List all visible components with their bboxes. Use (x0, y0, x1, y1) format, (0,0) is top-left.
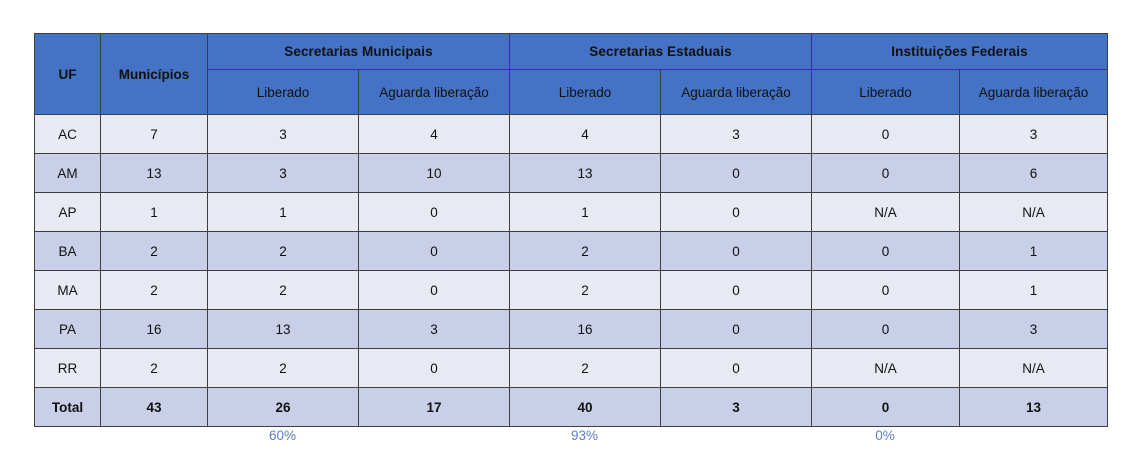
cell-municipais-aguarda: 10 (358, 153, 510, 193)
liberacao-table: UF Municípios Secretarias Municipais Sec… (34, 33, 1108, 427)
cell-municipais-liberado: 13 (207, 309, 359, 349)
total-federais-aguarda: 13 (959, 387, 1108, 427)
cell-municipais-liberado: 1 (207, 192, 359, 232)
cell-municipais-aguarda: 0 (358, 192, 510, 232)
cell-municipais-liberado: 2 (207, 270, 359, 310)
cell-municipais-liberado: 2 (207, 348, 359, 388)
cell-estaduais-aguarda: 3 (660, 114, 812, 154)
cell-uf: AP (34, 192, 101, 232)
percent-instituicoes-federais: 0% (875, 428, 895, 443)
subheader-municipais-liberado[interactable]: Liberado (207, 69, 359, 115)
table-head: UF Municípios Secretarias Municipais Sec… (34, 33, 1108, 115)
cell-federais-aguarda: N/A (959, 192, 1108, 232)
header-row-subheaders: Liberado Aguarda liberação Liberado Agua… (35, 69, 1108, 115)
cell-municipais-aguarda: 4 (358, 114, 510, 154)
table-row: RR 2 2 0 2 0 N/A N/A (34, 348, 1108, 388)
cell-municipais-aguarda: 0 (358, 348, 510, 388)
cell-estaduais-liberado: 2 (509, 231, 661, 271)
cell-estaduais-liberado: 4 (509, 114, 661, 154)
cell-municipais-aguarda: 0 (358, 231, 510, 271)
cell-federais-aguarda: 1 (959, 270, 1108, 310)
column-header-uf[interactable]: UF (34, 33, 101, 115)
percent-secretarias-estaduais: 93% (570, 428, 599, 443)
cell-municipios: 2 (100, 231, 208, 271)
cell-uf: AC (34, 114, 101, 154)
cell-federais-liberado: 0 (811, 270, 960, 310)
percent-spacer-left (34, 425, 207, 447)
table-row: AM 13 3 10 13 0 0 6 (34, 153, 1108, 193)
subheader-federais-aguarda[interactable]: Aguarda liberação (959, 69, 1108, 115)
cell-federais-liberado: 0 (811, 231, 960, 271)
total-municipios: 43 (100, 387, 208, 427)
cell-uf: AM (34, 153, 101, 193)
cell-estaduais-liberado: 2 (509, 348, 661, 388)
percent-spacer-right (959, 425, 1107, 447)
cell-federais-liberado: 0 (811, 309, 960, 349)
cell-municipais-liberado: 3 (207, 114, 359, 154)
percent-spacer-1 (358, 425, 509, 447)
cell-federais-liberado: 0 (811, 114, 960, 154)
cell-uf: MA (34, 270, 101, 310)
cell-estaduais-aguarda: 0 (660, 231, 812, 271)
column-group-secretarias-municipais[interactable]: Secretarias Municipais (207, 33, 510, 70)
total-estaduais-liberado: 40 (509, 387, 661, 427)
cell-municipais-aguarda: 3 (358, 309, 510, 349)
cell-estaduais-liberado: 2 (509, 270, 661, 310)
total-federais-liberado: 0 (811, 387, 960, 427)
cell-estaduais-aguarda: 0 (660, 309, 812, 349)
cell-municipios: 13 (100, 153, 208, 193)
cell-federais-aguarda: 3 (959, 309, 1108, 349)
cell-estaduais-aguarda: 0 (660, 348, 812, 388)
total-municipais-liberado: 26 (207, 387, 359, 427)
percent-secretarias-municipais: 60% (268, 428, 297, 443)
cell-municipais-liberado: 2 (207, 231, 359, 271)
header-row-groups: UF Municípios Secretarias Municipais Sec… (34, 33, 1108, 115)
table-container: UF Municípios Secretarias Municipais Sec… (34, 33, 1108, 427)
total-estaduais-aguarda: 3 (660, 387, 812, 427)
cell-federais-aguarda: 3 (959, 114, 1108, 154)
cell-estaduais-liberado: 16 (509, 309, 661, 349)
total-municipais-aguarda: 17 (358, 387, 510, 427)
cell-uf: RR (34, 348, 101, 388)
cell-federais-liberado: N/A (811, 348, 960, 388)
cell-federais-liberado: N/A (811, 192, 960, 232)
cell-estaduais-liberado: 1 (509, 192, 661, 232)
percentage-summary-row: 60% 93% 0% (34, 425, 1107, 447)
cell-estaduais-aguarda: 0 (660, 153, 812, 193)
cell-municipios: 1 (100, 192, 208, 232)
cell-federais-aguarda: N/A (959, 348, 1108, 388)
cell-municipios: 2 (100, 348, 208, 388)
table-total-row: Total 43 26 17 40 3 0 13 (34, 387, 1108, 427)
subheader-estaduais-liberado[interactable]: Liberado (509, 69, 661, 115)
cell-municipais-aguarda: 0 (358, 270, 510, 310)
cell-estaduais-aguarda: 0 (660, 192, 812, 232)
cell-municipios: 2 (100, 270, 208, 310)
table-row: BA 2 2 0 2 0 0 1 (34, 231, 1108, 271)
cell-federais-aguarda: 1 (959, 231, 1108, 271)
cell-municipais-liberado: 3 (207, 153, 359, 193)
cell-municipios: 7 (100, 114, 208, 154)
subheader-federais-liberado[interactable]: Liberado (811, 69, 960, 115)
cell-federais-liberado: 0 (811, 153, 960, 193)
column-group-secretarias-estaduais[interactable]: Secretarias Estaduais (509, 33, 812, 70)
total-label: Total (34, 387, 101, 427)
cell-estaduais-aguarda: 0 (660, 270, 812, 310)
subheader-municipais-aguarda[interactable]: Aguarda liberação (358, 69, 510, 115)
table-row: AC 7 3 4 4 3 0 3 (34, 114, 1108, 154)
cell-uf: BA (34, 231, 101, 271)
table-body: AC 7 3 4 4 3 0 3 AM 13 3 10 13 0 0 (34, 114, 1108, 427)
subheader-estaduais-aguarda[interactable]: Aguarda liberação (660, 69, 812, 115)
percent-spacer-2 (660, 425, 811, 447)
cell-federais-aguarda: 6 (959, 153, 1108, 193)
table-row: MA 2 2 0 2 0 0 1 (34, 270, 1108, 310)
table-row: PA 16 13 3 16 0 0 3 (34, 309, 1108, 349)
column-header-municipios[interactable]: Municípios (100, 33, 208, 115)
cell-estaduais-liberado: 13 (509, 153, 661, 193)
cell-uf: PA (34, 309, 101, 349)
column-group-instituicoes-federais[interactable]: Instituições Federais (811, 33, 1108, 70)
table-row: AP 1 1 0 1 0 N/A N/A (34, 192, 1108, 232)
cell-municipios: 16 (100, 309, 208, 349)
